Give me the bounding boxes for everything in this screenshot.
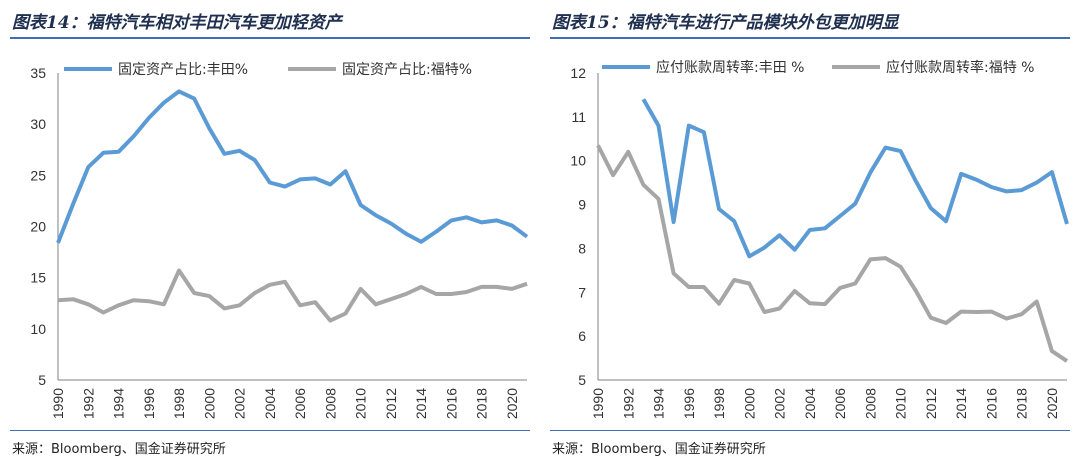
x-tick-label: 2018	[474, 388, 490, 419]
x-tick-label: 2004	[802, 388, 818, 419]
source-divider	[10, 430, 530, 431]
x-tick-label: 2008	[862, 388, 878, 419]
x-tick-label: 2014	[413, 388, 429, 419]
x-tick-label: 2020	[1044, 388, 1060, 419]
x-tick-label: 2006	[292, 388, 308, 419]
y-tick-label: 11	[571, 109, 586, 125]
x-tick-label: 2020	[504, 388, 520, 419]
x-tick-label: 1992	[80, 388, 96, 419]
x-tick-label: 1992	[620, 388, 636, 419]
series-line-toyota	[641, 98, 1069, 259]
source-divider	[550, 430, 1070, 431]
line-chart-payables-turnover: 5 6 7 8 9 10 11 12 1990 1992 1994 1996 1998 2000 2002 2…	[570, 59, 1069, 419]
x-tick-label: 1994	[111, 388, 127, 419]
y-tick-label: 10	[570, 153, 586, 169]
x-tick-label: 2010	[893, 388, 909, 419]
y-tick-label: 7	[578, 284, 586, 300]
series-line-ford	[596, 144, 1069, 363]
x-tick-label: 2008	[322, 388, 338, 419]
title-divider	[10, 37, 530, 39]
x-tick-label: 2014	[953, 388, 969, 419]
legend-label: 应付账款周转率:丰田 %	[656, 59, 804, 76]
y-tick-label: 8	[578, 240, 586, 256]
x-tick-label: 2000	[201, 388, 217, 419]
title-divider	[550, 37, 1070, 39]
y-tick-label: 10	[30, 321, 46, 337]
x-tick-label: 1994	[651, 388, 667, 419]
chart-panel-fixed-asset-ratio: 图表14：福特汽车相对丰田汽车更加轻资产 5 10 15 20 25 30 35 1990 19…	[10, 13, 530, 457]
y-tick-label: 6	[578, 328, 586, 344]
x-tick-label: 2016	[983, 388, 999, 419]
x-tick-label: 1998	[711, 388, 727, 419]
source-note: 来源：Bloomberg、国金证券研究所	[552, 442, 766, 457]
series-line-toyota	[56, 89, 529, 244]
y-tick-label: 9	[578, 197, 586, 213]
x-tick-label: 2004	[262, 388, 278, 419]
x-tick-label: 1998	[171, 388, 187, 419]
x-tick-label: 2018	[1014, 388, 1030, 419]
y-tick-label: 35	[30, 65, 46, 81]
legend-label: 固定资产占比:丰田%	[118, 62, 248, 78]
x-tick-label: 2000	[741, 388, 757, 419]
figure-title: 图表14：福特汽车相对丰田汽车更加轻资产	[12, 13, 342, 33]
x-tick-label: 1996	[681, 388, 697, 419]
x-tick-label: 1990	[590, 388, 606, 419]
y-tick-label: 15	[30, 270, 46, 286]
y-tick-label: 25	[30, 167, 46, 183]
series-line-ford	[57, 268, 528, 323]
y-tick-label: 12	[570, 65, 586, 81]
y-tick-label: 5	[38, 372, 46, 388]
source-note: 来源：Bloomberg、国金证券研究所	[12, 442, 226, 457]
y-tick-label: 30	[30, 116, 46, 132]
y-tick-label: 20	[30, 219, 46, 235]
line-chart-fixed-asset-ratio: 5 10 15 20 25 30 35 1990 1992 1994 1996 1998 2000 200…	[30, 62, 529, 419]
figure-title: 图表15：福特汽车进行产品模块外包更加明显	[552, 13, 899, 33]
x-tick-label: 1996	[141, 388, 157, 419]
x-tick-label: 2012	[383, 388, 399, 419]
x-tick-label: 2016	[443, 388, 459, 419]
x-tick-label: 1990	[50, 388, 66, 419]
x-tick-label: 2006	[832, 388, 848, 419]
x-tick-label: 2002	[772, 388, 788, 419]
legend-label: 应付账款周转率:福特 %	[886, 59, 1034, 76]
x-tick-label: 2010	[353, 388, 369, 419]
legend-label: 固定资产占比:福特%	[342, 62, 472, 78]
x-tick-label: 2012	[923, 388, 939, 419]
y-tick-label: 5	[578, 372, 586, 388]
chart-panel-payables-turnover: 图表15：福特汽车进行产品模块外包更加明显 5 6 7 8 9 10 11 12 1990 199…	[540, 0, 1080, 467]
x-tick-label: 2002	[232, 388, 248, 419]
